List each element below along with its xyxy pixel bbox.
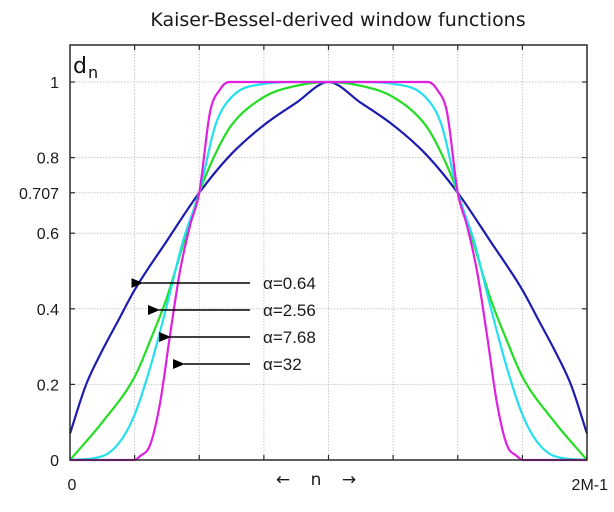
legend-label: α=0.64 <box>263 274 316 293</box>
legend-label: α=2.56 <box>263 301 316 320</box>
legend-label: α=7.68 <box>263 328 316 347</box>
y-tick-label: 0.4 <box>37 302 59 319</box>
y-axis-label: d n <box>73 54 98 82</box>
series-line-alpha-32 <box>69 80 587 462</box>
y-tick-label: 0 <box>50 453 59 470</box>
legend-label: α=32 <box>263 355 302 374</box>
y-tick-label: 0.707 <box>19 186 59 203</box>
x-tick-labels: 0 2M-1 <box>68 477 609 494</box>
annotations: α=0.64 α=2.56 α=7.68 α=32 <box>131 274 316 374</box>
series-line-alpha-0-64 <box>68 80 589 434</box>
y-tick-label: 1 <box>50 75 59 92</box>
x-axis-label: ← n → <box>276 470 356 490</box>
x-tick-label: 2M-1 <box>572 477 609 494</box>
y-tick-label: 0.2 <box>37 377 59 394</box>
y-axis-label-subscript: n <box>88 63 98 82</box>
x-axis-label-text: n <box>311 470 322 490</box>
y-tick-labels: 0 0.2 0.4 0.6 0.707 0.8 1 <box>19 75 59 470</box>
plot-frame <box>69 44 588 461</box>
x-axis-right-arrow: → <box>342 470 356 490</box>
y-axis-label-main: d <box>73 54 87 79</box>
y-tick-label: 0.6 <box>37 226 59 243</box>
chart-title: Kaiser-Bessel-derived window functions <box>150 9 525 31</box>
x-axis-left-arrow: ← <box>276 470 290 490</box>
x-tick-label: 0 <box>68 477 77 494</box>
grid <box>70 45 587 460</box>
y-tick-label: 0.8 <box>37 151 59 168</box>
